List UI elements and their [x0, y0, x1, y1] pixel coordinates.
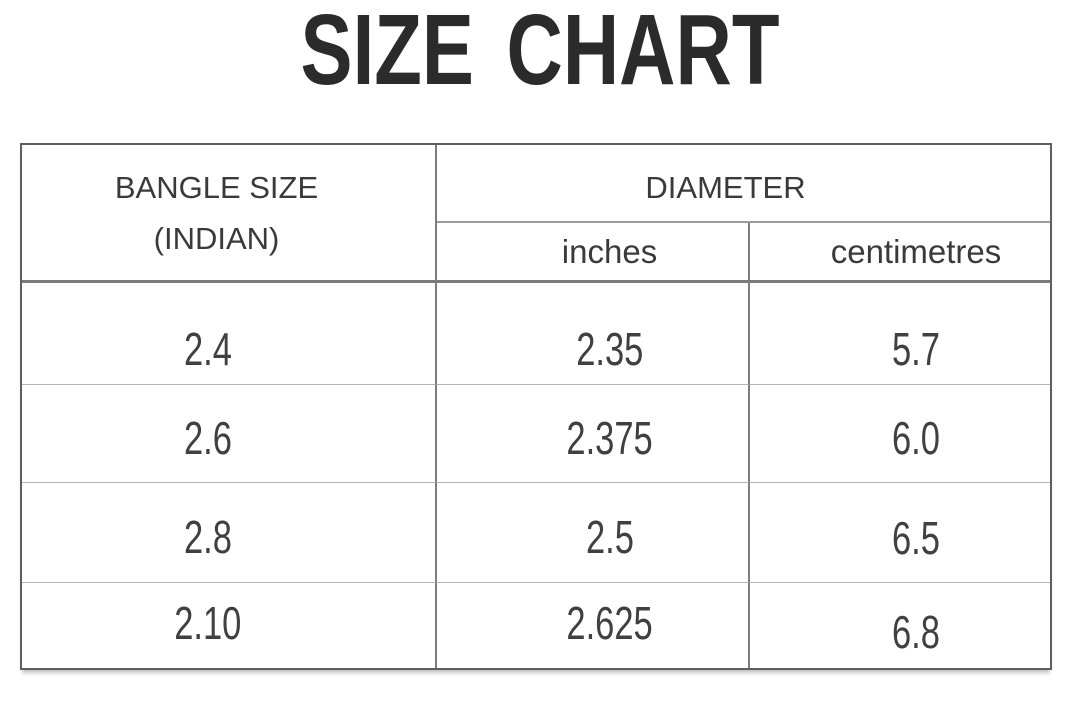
header-bangle-size-line1: BANGLE SIZE: [114, 169, 319, 205]
cell-bangle-size-row2: 2.6: [22, 385, 437, 483]
header-diameter: DIAMETER: [437, 145, 1050, 223]
cell-inches-row1: 2.35: [437, 283, 750, 385]
value-bangle-size-row3: 2.8: [183, 510, 232, 563]
cell-centimetres-row2: 6.0: [750, 385, 1050, 483]
value-inches-row4: 2.625: [566, 596, 653, 649]
cell-centimetres-row3: 6.5: [750, 483, 1050, 583]
size-chart-table: BANGLE SIZE (INDIAN) DIAMETER inches cen…: [20, 143, 1052, 670]
cell-bangle-size-row1: 2.4: [22, 283, 437, 385]
header-inches-text: inches: [561, 232, 658, 270]
value-bangle-size-row2: 2.6: [183, 411, 232, 464]
cell-bangle-size-row3: 2.8: [22, 483, 437, 583]
page-title-text: SIZE CHART: [300, 0, 780, 106]
page-title: SIZE CHART: [0, 0, 1080, 100]
cell-inches-row4: 2.625: [437, 583, 750, 668]
header-centimetres: centimetres: [750, 223, 1050, 283]
cell-centimetres-row1: 5.7: [750, 283, 1050, 385]
value-inches-row2: 2.375: [566, 411, 653, 464]
value-bangle-size-row1: 2.4: [183, 322, 232, 375]
cell-inches-row3: 2.5: [437, 483, 750, 583]
header-centimetres-text: centimetres: [830, 232, 1002, 270]
value-centimetres-row4: 6.8: [892, 605, 940, 658]
value-inches-row3: 2.5: [585, 510, 634, 563]
value-centimetres-row1: 5.7: [892, 322, 940, 375]
header-bangle-size: BANGLE SIZE (INDIAN): [22, 145, 437, 283]
cell-centimetres-row4: 6.8: [750, 583, 1050, 668]
value-centimetres-row2: 6.0: [892, 411, 940, 464]
header-bangle-size-line2: (INDIAN): [153, 220, 280, 256]
header-inches: inches: [437, 223, 750, 283]
value-centimetres-row3: 6.5: [892, 511, 940, 564]
header-diameter-text: DIAMETER: [645, 170, 806, 205]
cell-inches-row2: 2.375: [437, 385, 750, 483]
cell-bangle-size-row4: 2.10: [22, 583, 437, 668]
value-bangle-size-row4: 2.10: [173, 596, 242, 649]
value-inches-row1: 2.35: [575, 322, 644, 375]
